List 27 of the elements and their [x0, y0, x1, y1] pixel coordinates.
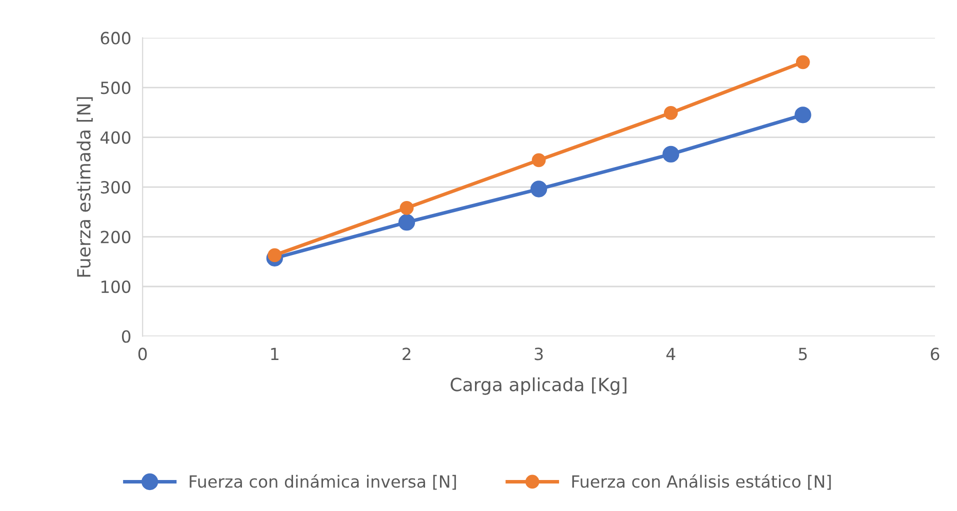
point [268, 248, 282, 262]
y-axis-title: Fuerza estimada [N] [76, 97, 93, 277]
point [398, 214, 416, 231]
y-tick-label: 400 [100, 131, 130, 144]
x-tick-label: 2 [402, 348, 410, 360]
point [664, 106, 678, 120]
x-tick-label: 1 [271, 348, 278, 360]
legend-label: Fuerza con Análisis estático [N] [572, 474, 831, 490]
point [794, 106, 812, 124]
point [662, 146, 680, 163]
y-tick-label: 500 [100, 82, 130, 94]
y-tick-label: 100 [102, 280, 130, 294]
y-tick-label: 300 [100, 180, 130, 194]
x-tick-label: 6 [930, 348, 940, 360]
point [400, 200, 414, 215]
x-tick-label: 3 [534, 348, 543, 360]
x-tick-label: 5 [798, 348, 807, 360]
x-axis-title: Carga aplicada [Kg] [450, 377, 626, 395]
y-tick-label: 600 [100, 32, 130, 44]
point [532, 153, 546, 168]
x-tick-label: 0 [138, 348, 147, 360]
legend-label: Fuerza con dinámica inversa [N] [190, 474, 456, 490]
x-tick-label: 4 [666, 348, 676, 360]
point [530, 180, 548, 198]
y-tick-label: 200 [100, 230, 130, 244]
point [796, 55, 810, 70]
y-tick-label: 0 [122, 330, 130, 343]
